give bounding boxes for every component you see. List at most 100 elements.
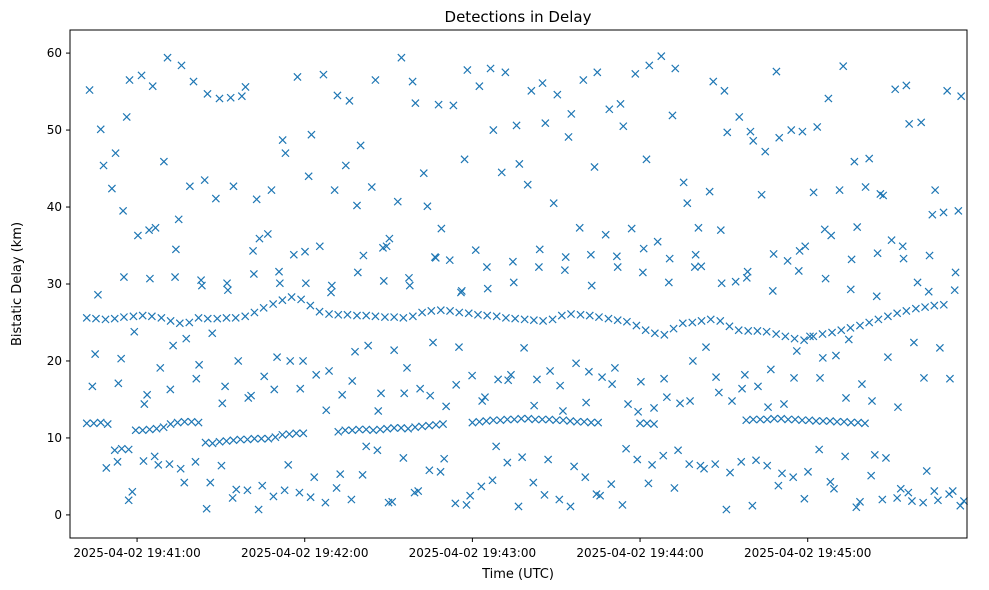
data-point xyxy=(367,182,376,192)
data-point xyxy=(579,76,588,85)
data-point xyxy=(399,453,408,462)
data-point xyxy=(709,77,718,86)
data-point xyxy=(847,418,856,427)
data-point xyxy=(679,178,688,187)
data-point xyxy=(737,457,746,466)
data-point xyxy=(492,442,501,451)
data-point xyxy=(639,244,648,253)
data-point xyxy=(919,498,928,507)
data-point xyxy=(442,402,451,411)
data-point xyxy=(223,279,232,288)
data-point xyxy=(267,186,276,195)
data-point xyxy=(364,341,373,350)
data-point xyxy=(847,255,856,264)
data-point xyxy=(511,314,520,323)
data-point xyxy=(327,281,336,290)
data-point xyxy=(572,359,581,368)
data-point xyxy=(826,477,835,486)
data-point xyxy=(355,425,364,434)
data-point xyxy=(717,279,726,288)
data-point xyxy=(180,478,189,487)
data-point xyxy=(945,374,954,383)
data-point xyxy=(662,393,671,402)
data-point xyxy=(756,415,765,424)
data-point xyxy=(486,64,495,73)
data-point xyxy=(757,190,766,199)
data-point xyxy=(376,389,386,398)
data-point xyxy=(828,328,837,337)
data-point xyxy=(878,495,887,504)
data-point xyxy=(812,416,821,426)
data-point xyxy=(777,414,786,423)
data-point xyxy=(540,490,549,499)
data-point xyxy=(688,356,697,365)
data-point xyxy=(280,486,289,495)
data-point xyxy=(545,415,554,424)
y-tick-label: 40 xyxy=(47,200,62,214)
data-point xyxy=(592,490,601,499)
data-point xyxy=(879,191,888,200)
data-point xyxy=(348,426,357,435)
data-point xyxy=(295,488,304,497)
data-point xyxy=(566,502,575,511)
data-point xyxy=(685,460,694,469)
data-point xyxy=(271,433,280,442)
data-point xyxy=(166,316,175,325)
data-point xyxy=(853,418,863,427)
data-point xyxy=(483,284,492,293)
data-point xyxy=(147,312,156,321)
x-axis: 2025-04-02 19:41:00 2025-04-02 19:42:00 20… xyxy=(73,538,871,560)
data-point xyxy=(139,457,148,466)
data-point xyxy=(250,434,259,443)
data-point xyxy=(613,263,622,272)
data-point xyxy=(643,419,652,428)
data-point xyxy=(883,312,892,321)
data-point xyxy=(249,246,258,255)
data-point xyxy=(426,391,435,400)
data-point xyxy=(855,321,864,330)
data-point xyxy=(857,380,866,389)
data-point xyxy=(278,136,287,145)
data-point xyxy=(89,419,98,428)
data-point xyxy=(446,306,455,315)
data-point xyxy=(883,353,892,362)
data-point xyxy=(781,332,790,341)
data-point xyxy=(576,310,585,319)
data-point xyxy=(899,254,908,263)
data-point xyxy=(530,401,539,410)
data-point xyxy=(482,263,491,272)
data-point xyxy=(501,68,510,77)
data-point xyxy=(696,461,705,470)
data-point xyxy=(151,223,160,232)
data-point xyxy=(471,246,480,255)
data-point xyxy=(612,252,621,261)
data-point xyxy=(171,273,180,282)
data-point xyxy=(598,373,607,382)
data-point xyxy=(850,157,859,166)
data-point xyxy=(604,314,613,323)
data-point xyxy=(503,458,512,467)
data-point xyxy=(833,417,842,426)
data-point xyxy=(258,481,267,490)
data-point xyxy=(768,286,777,295)
data-point xyxy=(330,186,339,195)
data-point xyxy=(477,482,486,491)
data-point xyxy=(169,341,178,350)
data-point xyxy=(790,373,799,382)
x-tick-label: 2025-04-02 19:45:00 xyxy=(744,546,871,560)
data-point xyxy=(296,384,305,393)
data-point xyxy=(390,313,399,322)
data-point xyxy=(201,438,210,447)
data-point xyxy=(180,417,189,426)
data-point xyxy=(928,210,937,219)
data-point xyxy=(951,268,960,277)
data-point xyxy=(917,118,926,127)
data-point xyxy=(334,427,343,436)
plot-area xyxy=(70,30,967,538)
data-point xyxy=(257,434,266,443)
data-point xyxy=(813,122,822,132)
data-point xyxy=(794,266,803,275)
data-point xyxy=(218,399,227,408)
data-point xyxy=(310,473,319,482)
data-point xyxy=(665,254,674,263)
